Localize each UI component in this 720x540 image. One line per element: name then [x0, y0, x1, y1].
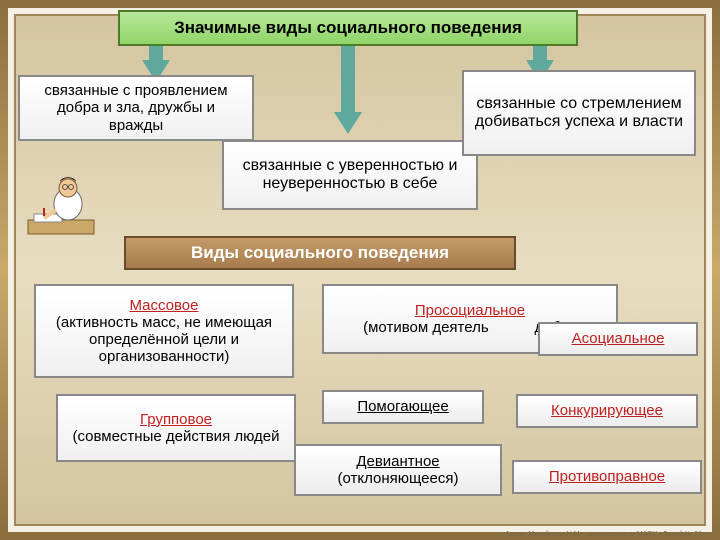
child-left: связанные с проявлением добра и зла, дру…	[18, 75, 254, 141]
child-middle-text: связанные с уверенностью и неуверенность…	[232, 157, 468, 194]
protivo-text: Противоправное	[549, 468, 665, 485]
massovoe-title: Массовое	[129, 297, 198, 314]
main-title: Значимые виды социального поведения	[118, 10, 578, 46]
pomog-text: Помогающее	[357, 398, 448, 415]
deviant-title: Девиантное	[356, 453, 439, 470]
asoc-box: Асоциальное	[538, 322, 698, 356]
massovoe-body: (активность масс, не имеющая определённо…	[44, 314, 284, 366]
massovoe-box: Массовое (активность масс, не имеющая оп…	[34, 284, 294, 378]
konkur-box: Конкурирующее	[516, 394, 698, 428]
konkur-text: Конкурирующее	[551, 402, 663, 419]
protivo-box: Противоправное	[512, 460, 702, 494]
pomog-box: Помогающее	[322, 390, 484, 424]
child-right-text: связанные со стремлением добиваться успе…	[472, 95, 686, 132]
footer-credit: Автор: Михайлова Н.М.- преподаватель МАО…	[505, 531, 706, 538]
arrow-2-head	[334, 112, 362, 134]
section2-title-text: Виды социального поведения	[191, 243, 449, 263]
deviant-body: (отклоняющееся)	[337, 470, 458, 487]
footer-text: Автор: Михайлова Н.М.- преподаватель МАО…	[505, 531, 706, 538]
gruppovoe-box: Групповое (совместные действия людей	[56, 394, 296, 462]
child-left-text: связанные с проявлением добра и зла, дру…	[28, 82, 244, 134]
gruppovoe-title: Групповое	[140, 411, 212, 428]
prosoc-title: Просоциальное	[415, 302, 525, 319]
gruppovoe-body: (совместные действия людей	[72, 428, 279, 445]
main-title-text: Значимые виды социального поведения	[174, 18, 522, 38]
person-at-desk-icon	[26, 168, 96, 238]
child-middle: связанные с уверенностью и неуверенность…	[222, 140, 478, 210]
arrow-2-stem	[341, 46, 355, 116]
child-right: связанные со стремлением добиваться успе…	[462, 70, 696, 156]
section2-title: Виды социального поведения	[124, 236, 516, 270]
deviant-box: Девиантное (отклоняющееся)	[294, 444, 502, 496]
asoc-text: Асоциальное	[572, 330, 665, 347]
